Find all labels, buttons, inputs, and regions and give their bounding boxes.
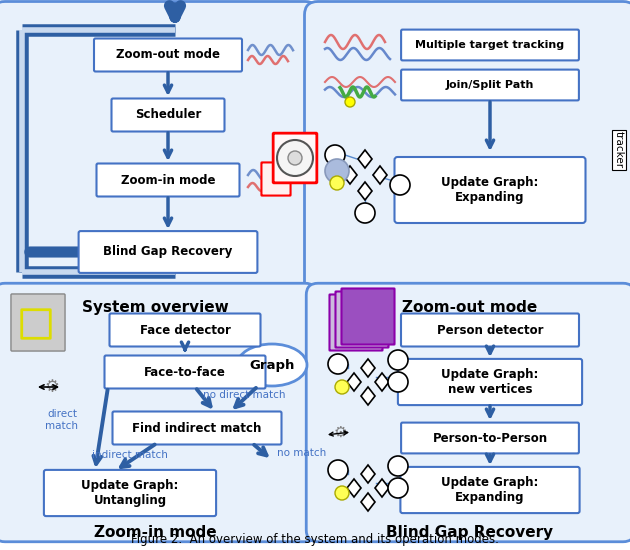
FancyBboxPatch shape [304,2,630,299]
Text: Join/Split Path: Join/Split Path [446,80,534,90]
FancyBboxPatch shape [113,411,282,444]
FancyBboxPatch shape [273,133,317,183]
Text: Update Graph:
Untangling: Update Graph: Untangling [81,479,179,507]
Text: Blind Gap Recovery: Blind Gap Recovery [103,245,232,258]
FancyBboxPatch shape [261,162,290,196]
Text: Graph: Graph [249,359,295,371]
Circle shape [388,372,408,392]
Text: Scheduler: Scheduler [135,108,201,122]
Text: Update Graph:
Expanding: Update Graph: Expanding [441,176,539,204]
Text: no match: no match [277,448,326,458]
FancyBboxPatch shape [401,314,579,346]
FancyBboxPatch shape [401,70,579,101]
Text: ⚙: ⚙ [45,378,59,396]
Circle shape [388,456,408,476]
Circle shape [390,175,410,195]
Text: tracker: tracker [614,131,624,168]
Text: Face-to-face: Face-to-face [144,366,226,378]
Circle shape [325,159,349,183]
FancyBboxPatch shape [44,470,216,516]
Text: Zoom-out mode: Zoom-out mode [403,300,537,315]
FancyBboxPatch shape [11,294,65,351]
Text: Person detector: Person detector [437,323,543,337]
Polygon shape [361,493,375,511]
FancyBboxPatch shape [398,359,582,405]
Polygon shape [358,150,372,168]
Circle shape [328,460,348,480]
FancyBboxPatch shape [306,283,630,542]
FancyBboxPatch shape [79,231,258,273]
FancyBboxPatch shape [401,422,579,453]
Text: Multiple target tracking: Multiple target tracking [415,40,564,50]
Circle shape [288,151,302,165]
Polygon shape [375,373,389,391]
Circle shape [330,176,344,190]
Circle shape [345,97,355,107]
Circle shape [335,380,349,394]
Circle shape [388,350,408,370]
FancyBboxPatch shape [341,289,394,344]
Text: Update Graph:
Expanding: Update Graph: Expanding [441,476,539,504]
Text: direct
match: direct match [45,409,79,431]
FancyBboxPatch shape [0,2,319,299]
Polygon shape [361,359,375,377]
Text: Zoom-in mode: Zoom-in mode [121,173,215,186]
Circle shape [328,354,348,374]
Text: ⚙: ⚙ [333,425,347,439]
FancyBboxPatch shape [94,39,242,72]
FancyBboxPatch shape [401,467,580,513]
Polygon shape [347,479,361,497]
Text: no direct match: no direct match [203,390,285,400]
Circle shape [388,478,408,498]
Text: Person-to-Person: Person-to-Person [432,432,547,444]
Text: indirect match: indirect match [92,450,168,460]
Text: Find indirect match: Find indirect match [132,421,261,434]
Polygon shape [343,166,357,184]
Text: Blind Gap Recovery: Blind Gap Recovery [386,525,554,540]
FancyBboxPatch shape [394,157,585,223]
Text: Update Graph:
new vertices: Update Graph: new vertices [441,368,539,396]
Circle shape [355,203,375,223]
Polygon shape [361,387,375,405]
FancyBboxPatch shape [401,30,579,60]
FancyBboxPatch shape [105,355,265,388]
Ellipse shape [237,344,307,386]
FancyBboxPatch shape [96,163,239,196]
Polygon shape [373,166,387,184]
Polygon shape [361,465,375,483]
Text: Face detector: Face detector [140,323,231,337]
Polygon shape [347,373,361,391]
Text: Figure 2.  An overview of the system and its operation modes.: Figure 2. An overview of the system and … [131,533,499,546]
Circle shape [335,486,349,500]
FancyBboxPatch shape [336,292,389,348]
FancyBboxPatch shape [110,314,260,346]
Text: Zoom-in mode: Zoom-in mode [94,525,216,540]
Polygon shape [375,479,389,497]
FancyBboxPatch shape [329,294,382,350]
Circle shape [277,140,313,176]
Text: System overview: System overview [82,300,228,315]
FancyBboxPatch shape [0,283,317,542]
Text: Zoom-out mode: Zoom-out mode [116,48,220,62]
Circle shape [325,145,345,165]
Polygon shape [358,182,372,200]
FancyBboxPatch shape [112,98,224,131]
